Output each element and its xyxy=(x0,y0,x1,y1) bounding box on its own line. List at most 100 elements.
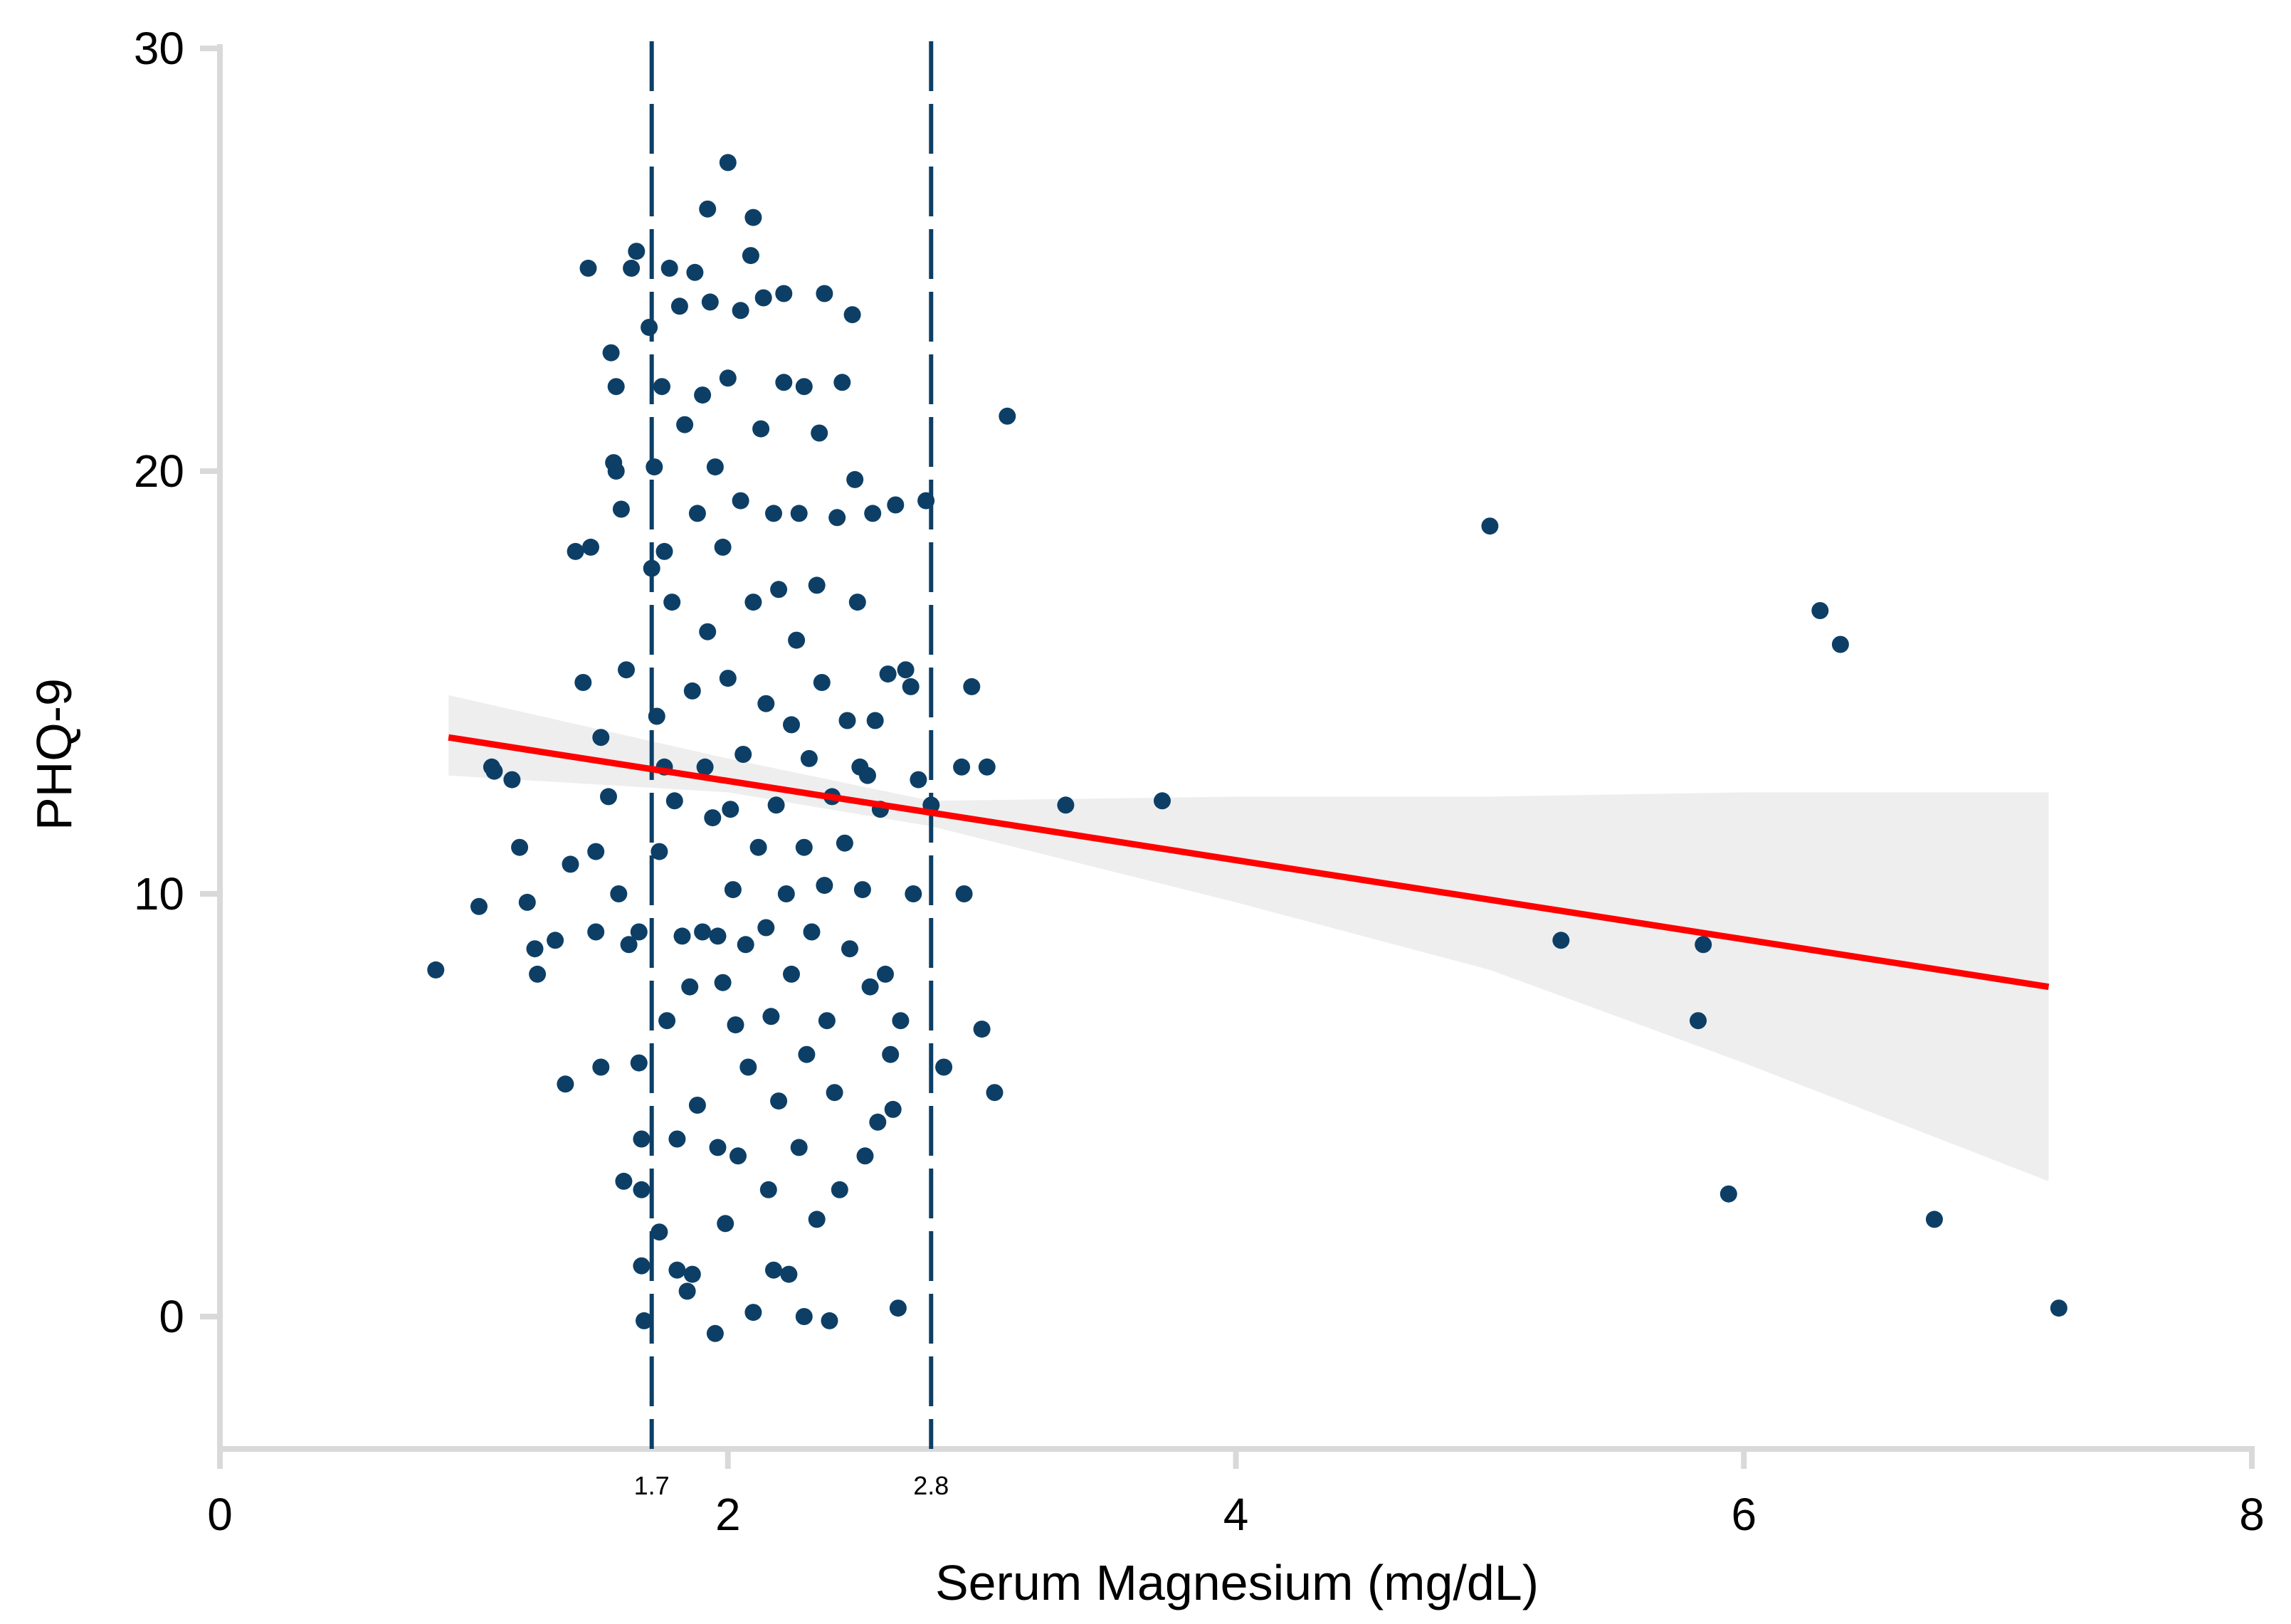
data-points xyxy=(427,154,2068,1342)
data-point xyxy=(618,661,635,679)
data-point xyxy=(955,885,973,902)
data-point xyxy=(836,834,853,852)
data-point xyxy=(641,319,658,336)
data-point xyxy=(636,1312,653,1329)
data-point xyxy=(727,1016,744,1034)
data-point xyxy=(917,492,935,510)
data-point xyxy=(884,1100,902,1118)
data-point xyxy=(678,1282,696,1300)
data-point xyxy=(730,1147,747,1165)
data-point xyxy=(910,771,927,789)
data-point xyxy=(592,1058,610,1076)
confidence-band-layer xyxy=(448,695,2049,1181)
data-point xyxy=(742,247,759,265)
data-point xyxy=(1057,796,1075,814)
data-point xyxy=(658,1012,676,1030)
data-point xyxy=(688,1097,706,1114)
data-point xyxy=(754,289,772,307)
data-point xyxy=(953,758,971,776)
data-point xyxy=(485,762,503,780)
data-point xyxy=(978,758,996,776)
data-point xyxy=(709,927,727,945)
y-tick-label: 30 xyxy=(134,23,184,74)
data-point xyxy=(607,378,625,396)
data-point xyxy=(587,843,605,860)
data-point xyxy=(795,838,813,856)
data-point xyxy=(699,623,717,640)
data-point xyxy=(612,500,630,518)
data-point xyxy=(1925,1211,1943,1228)
data-point xyxy=(800,749,818,767)
data-point xyxy=(709,1139,727,1156)
data-point xyxy=(714,974,732,991)
data-point xyxy=(633,1181,651,1198)
data-point xyxy=(1690,1012,1707,1030)
data-point xyxy=(963,677,981,695)
data-point xyxy=(529,965,547,983)
data-point xyxy=(574,674,592,691)
data-point xyxy=(547,932,564,949)
reference-line-label: 2.8 xyxy=(913,1471,949,1500)
data-point xyxy=(935,1058,953,1076)
data-point xyxy=(615,1172,633,1190)
data-point xyxy=(831,1181,848,1198)
data-point xyxy=(734,746,752,763)
data-point xyxy=(821,1312,838,1329)
data-point xyxy=(879,665,897,683)
data-point xyxy=(816,877,833,895)
data-point xyxy=(803,923,821,941)
data-point xyxy=(775,374,793,391)
data-point xyxy=(607,463,625,480)
data-point xyxy=(869,1113,887,1131)
data-point xyxy=(714,538,732,556)
data-point xyxy=(818,1012,836,1030)
data-point xyxy=(1481,517,1499,535)
data-point xyxy=(633,1257,651,1275)
axes xyxy=(200,44,2255,1469)
data-point xyxy=(630,923,648,941)
data-point xyxy=(653,378,670,396)
data-point xyxy=(1154,792,1171,810)
data-point xyxy=(1695,936,1712,954)
data-point xyxy=(744,209,762,226)
data-point xyxy=(864,505,882,522)
data-point xyxy=(877,965,894,983)
data-point xyxy=(846,470,864,488)
data-point xyxy=(724,881,742,899)
data-point xyxy=(600,788,617,806)
x-tick-label: 2 xyxy=(715,1489,741,1540)
tick-labels: 0 10 20 30 0 2 4 6 8 1.7 2.8 xyxy=(134,23,2265,1540)
data-point xyxy=(651,1223,668,1241)
fit-line-layer xyxy=(448,734,2050,991)
data-point xyxy=(790,1139,808,1156)
data-point xyxy=(757,919,775,937)
data-point xyxy=(739,1058,757,1076)
data-point xyxy=(765,505,782,522)
data-point xyxy=(665,792,683,810)
data-point xyxy=(696,758,714,776)
data-point xyxy=(788,631,806,649)
data-point xyxy=(719,670,737,687)
data-point xyxy=(704,809,722,827)
data-point xyxy=(744,1304,762,1322)
data-point xyxy=(833,374,851,391)
data-point xyxy=(882,1045,900,1063)
data-point xyxy=(762,1008,780,1025)
data-point xyxy=(892,1012,910,1030)
data-point xyxy=(843,306,861,324)
x-axis-title: Serum Magnesium (mg/dL) xyxy=(935,1555,1539,1610)
data-point xyxy=(1719,1185,1737,1203)
data-point xyxy=(770,1092,788,1110)
y-axis-title: PHQ-9 xyxy=(26,678,82,831)
data-point xyxy=(783,965,800,983)
data-point xyxy=(648,707,665,725)
data-point xyxy=(811,424,828,442)
data-point xyxy=(986,1084,1004,1102)
data-point xyxy=(838,712,856,729)
data-point xyxy=(744,594,762,611)
data-point xyxy=(897,661,915,679)
x-tick-label: 6 xyxy=(1731,1489,1757,1540)
data-point xyxy=(694,923,712,941)
data-point xyxy=(688,505,706,522)
